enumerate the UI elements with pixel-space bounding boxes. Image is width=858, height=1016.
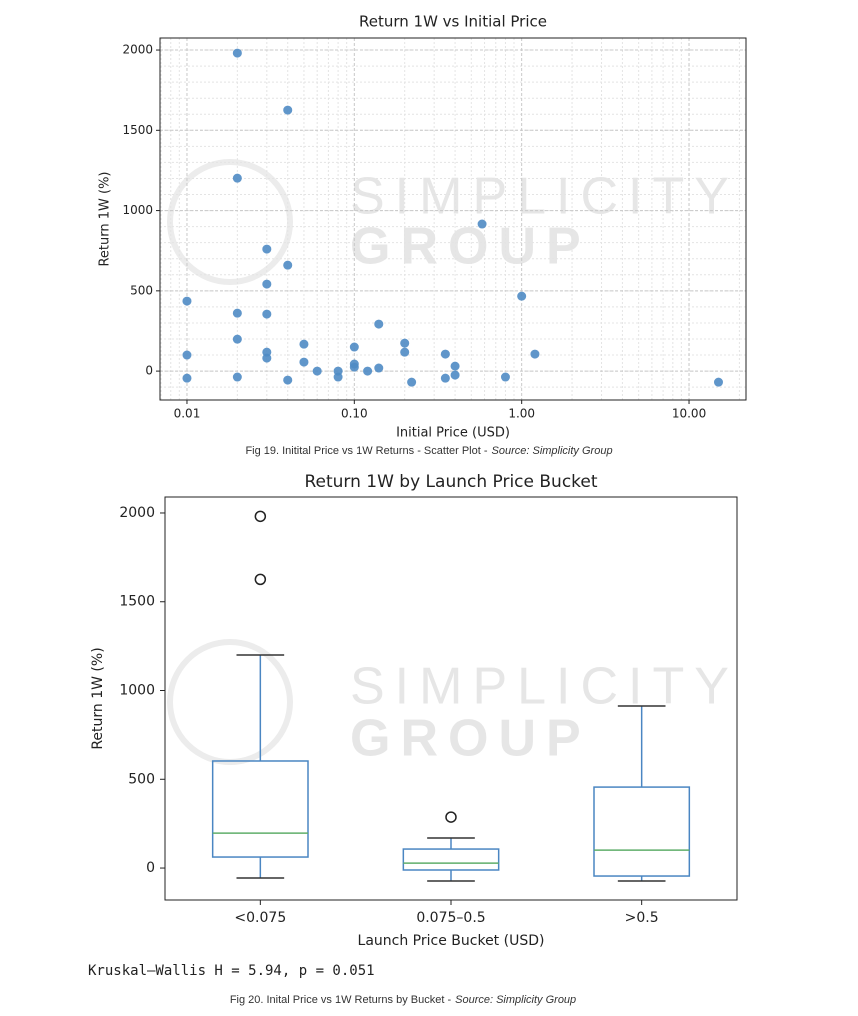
point — [450, 370, 460, 380]
caption-text: Fig 20. Inital Price vs 1W Returns by Bu… — [230, 994, 452, 1006]
y-axis-label: Return 1W (%) — [98, 171, 113, 266]
point — [182, 350, 192, 360]
point — [349, 342, 359, 352]
watermark: GROUP — [350, 710, 591, 768]
point — [182, 296, 192, 306]
outlier — [254, 510, 267, 523]
point — [299, 357, 309, 367]
y-tick-label: 1000 — [119, 683, 155, 699]
watermark: SIMPLICITY — [350, 168, 739, 226]
caption: Fig 19. Initital Price vs 1W Returns - S… — [245, 445, 612, 457]
point — [283, 105, 293, 115]
point — [232, 48, 242, 58]
y-axis-label: Return 1W (%) — [90, 647, 106, 749]
point — [333, 372, 343, 382]
point — [374, 363, 384, 373]
box — [402, 848, 500, 871]
chart-title: Return 1W by Launch Price Bucket — [304, 472, 597, 492]
point — [349, 362, 359, 372]
x-tick-label: <0.075 — [234, 910, 286, 926]
point — [262, 309, 272, 319]
point — [713, 377, 723, 387]
caption: Fig 20. Inital Price vs 1W Returns by Bu… — [230, 994, 576, 1006]
box — [211, 760, 309, 858]
y-tick-label: 2000 — [122, 43, 153, 57]
chart-title: Return 1W vs Initial Price — [359, 13, 547, 31]
point — [262, 353, 272, 363]
point — [283, 375, 293, 385]
y-tick-label: 1000 — [122, 203, 153, 217]
y-tick-label: 2000 — [119, 505, 155, 521]
point — [232, 372, 242, 382]
point — [400, 338, 410, 348]
point — [517, 291, 527, 301]
y-tick-label: 0 — [146, 860, 155, 876]
point — [232, 334, 242, 344]
watermark-logo — [167, 639, 293, 765]
y-tick-label: 500 — [128, 771, 155, 787]
point — [440, 349, 450, 359]
x-tick-label: 0.10 — [341, 407, 368, 421]
x-tick-label: 10.00 — [672, 407, 706, 421]
point — [450, 361, 460, 371]
x-tick-label: 0.075–0.5 — [416, 910, 485, 926]
watermarks: SIMPLICITY GROUP SIMPLICITY GROUP — [167, 159, 739, 768]
watermark: SIMPLICITY — [350, 658, 739, 716]
point — [182, 373, 192, 383]
caption-source: Source: Simplicity Group — [492, 445, 613, 457]
point — [283, 260, 293, 270]
point — [262, 279, 272, 289]
point — [363, 366, 373, 376]
point — [407, 377, 417, 387]
point — [232, 308, 242, 318]
point — [262, 244, 272, 254]
x-axis-label: Initial Price (USD) — [396, 426, 510, 441]
x-tick-label: >0.5 — [625, 910, 659, 926]
box — [593, 786, 691, 877]
outlier — [445, 811, 457, 823]
point — [440, 373, 450, 383]
stat-text: Kruskal–Wallis H = 5.94, p = 0.051 — [88, 963, 375, 979]
point — [312, 366, 322, 376]
point — [530, 349, 540, 359]
plot-frame — [159, 37, 747, 401]
caption-source: Source: Simplicity Group — [455, 994, 576, 1006]
point — [232, 173, 242, 183]
x-tick-label: 1.00 — [508, 407, 535, 421]
x-axis-label: Launch Price Bucket (USD) — [358, 933, 545, 949]
point — [400, 347, 410, 357]
y-tick-label: 1500 — [122, 123, 153, 137]
x-tick-label: 0.01 — [174, 407, 201, 421]
point — [477, 219, 487, 229]
y-tick-label: 0 — [145, 364, 153, 378]
y-tick-label: 500 — [130, 283, 153, 297]
watermark: GROUP — [350, 218, 591, 276]
point — [500, 372, 510, 382]
caption-text: Fig 19. Initital Price vs 1W Returns - S… — [245, 445, 487, 457]
watermark-logo — [167, 159, 293, 285]
point — [299, 339, 309, 349]
y-tick-label: 1500 — [119, 594, 155, 610]
point — [374, 319, 384, 329]
outlier — [254, 573, 267, 586]
